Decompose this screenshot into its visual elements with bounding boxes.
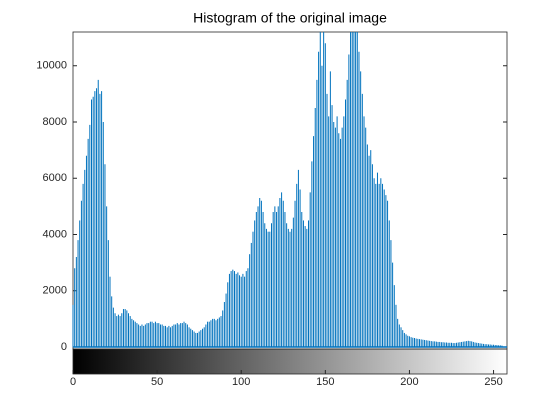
colorbar (73, 349, 507, 374)
y-tick-label: 10000 (36, 60, 67, 72)
x-tick-label: 200 (400, 376, 418, 388)
y-tick-label: 8000 (43, 116, 67, 128)
y-tick-label: 2000 (43, 285, 67, 297)
x-tick-label: 250 (484, 376, 502, 388)
y-tick-label: 4000 (43, 228, 67, 240)
x-tick-label: 50 (151, 376, 163, 388)
x-tick-label: 150 (316, 376, 334, 388)
chart-title: Histogram of the original image (193, 10, 387, 26)
y-tick-label: 0 (61, 341, 67, 353)
x-tick-label: 0 (70, 376, 76, 388)
y-tick-label: 6000 (43, 172, 67, 184)
axes-frame (72, 31, 508, 350)
x-tick-label: 100 (232, 376, 250, 388)
